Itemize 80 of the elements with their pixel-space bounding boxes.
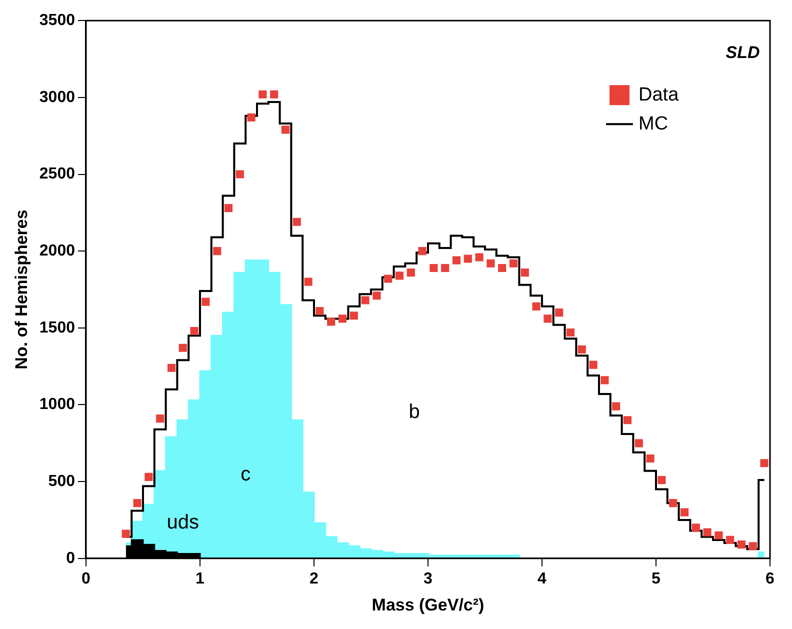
point <box>270 90 278 98</box>
point <box>555 308 564 317</box>
annotation: SLD <box>726 42 760 62</box>
y-tick-label: 0 <box>66 550 76 567</box>
y-tick-label: 1500 <box>39 319 76 336</box>
point <box>338 314 347 323</box>
x-tick-label: 6 <box>766 570 775 588</box>
point <box>600 376 609 384</box>
y-tick-label: 500 <box>48 472 76 490</box>
point <box>213 247 222 256</box>
point <box>395 272 404 280</box>
point <box>406 268 415 277</box>
point <box>623 416 632 424</box>
point <box>498 264 506 272</box>
point <box>178 344 187 352</box>
point <box>612 402 620 410</box>
point <box>418 247 426 256</box>
point <box>726 536 734 544</box>
point <box>350 312 358 320</box>
point <box>634 439 643 448</box>
point <box>509 259 518 268</box>
point <box>430 264 438 272</box>
point <box>144 472 153 481</box>
series-label: uds <box>166 512 200 534</box>
point <box>327 318 336 326</box>
point <box>475 253 484 262</box>
point <box>122 530 130 538</box>
point <box>292 218 301 226</box>
x-tick-label: 0 <box>82 570 91 588</box>
point <box>760 459 768 468</box>
legend-label: MC <box>638 113 668 134</box>
point <box>224 204 233 212</box>
y-axis-title: No. of Hemispheres <box>12 210 31 370</box>
point <box>737 540 746 549</box>
annotation: b <box>408 400 420 423</box>
point <box>281 126 290 134</box>
x-tick-label: 4 <box>538 570 547 588</box>
point <box>658 476 666 484</box>
y-tick-label: 3000 <box>39 88 76 106</box>
point <box>520 268 529 277</box>
point <box>578 345 586 354</box>
point <box>316 306 324 316</box>
x-axis-title: Mass (GeV/c²) <box>372 595 484 614</box>
point <box>748 542 757 550</box>
legend-label: Data <box>638 84 680 106</box>
y-tick-label: 2500 <box>39 166 76 183</box>
point <box>486 259 495 268</box>
point <box>258 90 267 98</box>
point <box>236 170 244 178</box>
point <box>156 414 164 423</box>
point <box>669 499 678 508</box>
point <box>703 528 712 536</box>
point <box>692 524 700 532</box>
point <box>532 302 540 310</box>
point <box>133 499 142 508</box>
point <box>167 364 176 372</box>
point <box>464 254 472 263</box>
y-tick-label: 1000 <box>39 396 76 414</box>
point <box>441 264 450 272</box>
point <box>190 326 198 336</box>
y-tick-label: 2000 <box>39 242 76 260</box>
series-label: c <box>240 463 251 486</box>
y-tick-label: 3500 <box>39 12 76 30</box>
x-tick-label: 3 <box>424 570 433 588</box>
point <box>566 328 575 337</box>
point <box>680 508 689 516</box>
point <box>304 278 312 286</box>
point <box>372 292 381 300</box>
point <box>361 296 370 304</box>
point <box>247 113 256 122</box>
point <box>646 454 654 463</box>
x-tick-label: 2 <box>310 570 319 588</box>
point <box>714 531 723 540</box>
x-tick-label: 1 <box>196 570 205 588</box>
point <box>452 256 461 264</box>
point <box>202 298 210 306</box>
x-tick-label: 5 <box>652 570 661 588</box>
point <box>544 314 552 323</box>
point <box>589 360 598 369</box>
point <box>384 274 392 283</box>
